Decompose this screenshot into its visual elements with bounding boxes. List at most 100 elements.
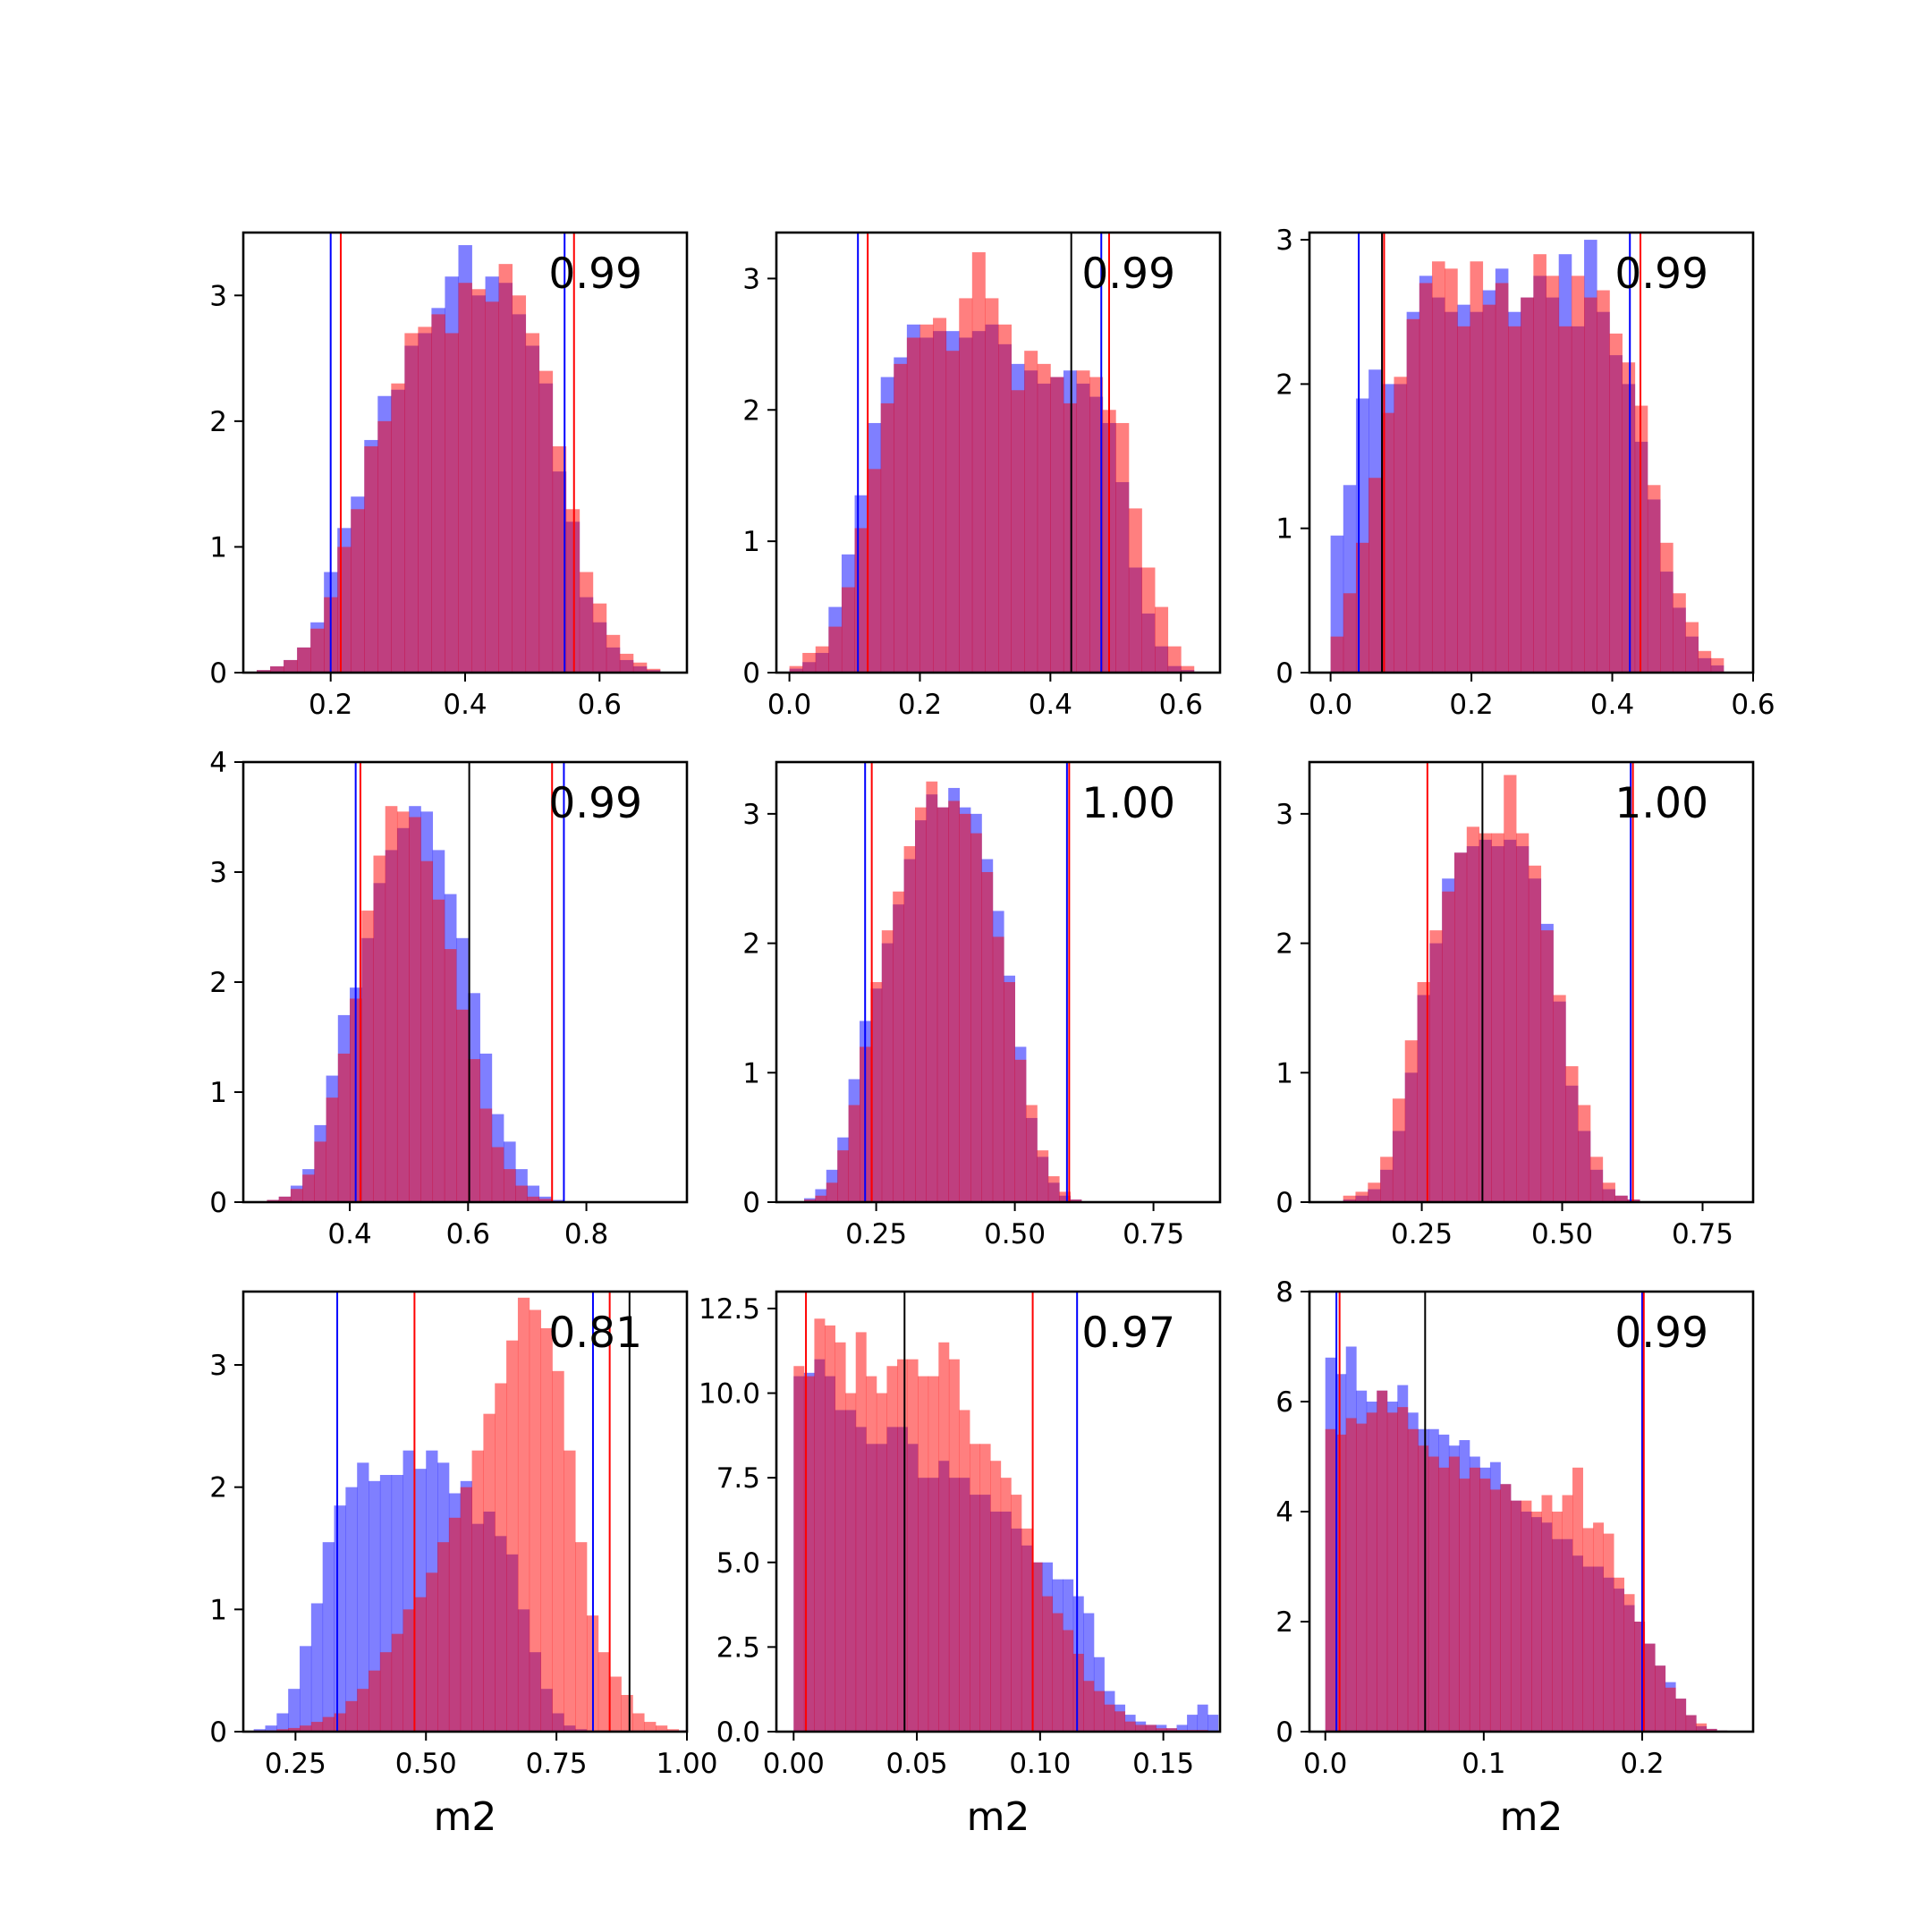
histogram-bar (804, 1199, 816, 1202)
histogram-bar (1076, 370, 1090, 673)
axes-frame (775, 1290, 1222, 1733)
plot-area (1343, 762, 1640, 1202)
histogram-bar (928, 1376, 939, 1732)
histogram-bar (1156, 1724, 1167, 1732)
histogram-bar (1089, 377, 1104, 673)
histogram-bar (326, 1097, 339, 1202)
histogram-bar (1343, 593, 1357, 673)
histogram-bar (579, 572, 594, 673)
histogram-bar (432, 899, 445, 1202)
y-tick-label: 0 (209, 1716, 227, 1749)
y-tick-label: 3 (742, 799, 760, 831)
y-tick-label: 0 (1275, 657, 1293, 690)
histogram-bar (802, 652, 817, 673)
histogram-bar (1325, 1428, 1336, 1732)
histogram-bar (1553, 995, 1566, 1202)
histogram-bar (418, 326, 432, 673)
x-tick-label: 0.50 (984, 1218, 1046, 1250)
histogram-bar (396, 811, 410, 1202)
y-tick-label: 2 (1275, 1606, 1293, 1639)
histogram-bar (1115, 422, 1130, 673)
histogram-bar (793, 1366, 805, 1732)
histogram-bar (1445, 268, 1458, 673)
stat-value-label: 0.99 (548, 779, 642, 828)
y-tick-label: 1 (209, 1077, 227, 1109)
histogram-bar (552, 1370, 564, 1732)
axes-frame (242, 1290, 689, 1733)
histogram-bar (981, 872, 994, 1202)
histogram-bar (431, 314, 445, 673)
histogram-bar (1114, 1711, 1126, 1732)
histogram-series-2 (789, 252, 1195, 673)
histogram-bar (621, 1695, 633, 1732)
histogram-bar (789, 665, 803, 673)
histogram-bar (1609, 333, 1623, 673)
histogram-bar (1004, 982, 1015, 1202)
y-tick-label: 2 (209, 1472, 227, 1504)
histogram-bar (1647, 485, 1661, 673)
histogram-bar (1024, 351, 1038, 673)
histogram-bar (609, 1676, 622, 1732)
histogram-bar (414, 1597, 427, 1732)
histogram-bar (1050, 377, 1064, 673)
y-tick-label: 7.5 (716, 1462, 760, 1495)
histogram-bar (1562, 1495, 1573, 1732)
histogram-bar (538, 1199, 552, 1202)
x-tick-label: 0.0 (1309, 689, 1352, 721)
histogram-bar (1685, 1715, 1697, 1732)
histogram-bar (1466, 826, 1480, 1202)
histogram-bar (1037, 1150, 1049, 1202)
subplot-4: 0.4 0.6 0.8 0 1 2 3 4 0.99 (209, 747, 689, 1250)
plot-area (1325, 1292, 1728, 1732)
y-tick-label: 0 (209, 1187, 227, 1219)
histogram-bar (825, 1325, 835, 1732)
y-tick-label: 2 (742, 394, 760, 427)
histogram-bar (893, 891, 904, 1202)
axes-frame (1308, 231, 1755, 674)
histogram-bar (815, 1195, 827, 1202)
histogram-bar (1156, 1728, 1167, 1732)
histogram-bar (351, 509, 365, 673)
y-tick-label: 2 (742, 928, 760, 961)
x-tick-label: 0.10 (1009, 1748, 1071, 1780)
histogram-bar (1685, 622, 1699, 673)
histogram-bar (1558, 326, 1572, 673)
histogram-bar (529, 1309, 542, 1732)
x-tick-label: 1.00 (656, 1748, 717, 1780)
histogram-bar (845, 1393, 857, 1732)
histogram-bar (1541, 1495, 1553, 1732)
histogram-bar (1404, 1040, 1418, 1202)
histogram-bar (907, 1359, 919, 1732)
y-tick-label: 0 (1275, 1187, 1293, 1219)
histogram-bar (485, 301, 499, 673)
histogram-bar (881, 930, 894, 1202)
histogram-bar (918, 1376, 929, 1732)
plot-area (789, 233, 1195, 673)
histogram-series-2 (253, 1297, 687, 1732)
histogram-bar (848, 1105, 860, 1202)
histogram-bar (379, 1652, 393, 1732)
histogram-bar (866, 1376, 877, 1732)
histogram-series-2 (1330, 254, 1724, 673)
histogram-bar (506, 1340, 519, 1732)
y-tick-label: 5.0 (716, 1547, 760, 1580)
histogram-bar (402, 1609, 415, 1732)
y-tick-label: 3 (1275, 225, 1293, 257)
histogram-bar (938, 1342, 950, 1732)
x-tick-label: 0.6 (446, 1218, 490, 1250)
histogram-bar (1063, 402, 1077, 673)
histogram-bar (1459, 1479, 1470, 1732)
histogram-bar (1135, 1724, 1147, 1732)
x-tick-label: 0.4 (1029, 689, 1072, 721)
x-tick-label: 0.2 (309, 689, 352, 721)
stat-value-label: 0.99 (1614, 250, 1708, 299)
histogram-bar (936, 807, 949, 1202)
histogram-bar (1546, 275, 1560, 673)
histogram-bar (1479, 1479, 1491, 1732)
histogram-bar (538, 370, 554, 673)
histogram-bar (1495, 283, 1509, 673)
histogram-bar (1145, 1724, 1157, 1732)
histogram-bar (1042, 1596, 1054, 1732)
histogram-series-2 (793, 1318, 1219, 1732)
stat-value-label: 0.81 (548, 1309, 642, 1358)
